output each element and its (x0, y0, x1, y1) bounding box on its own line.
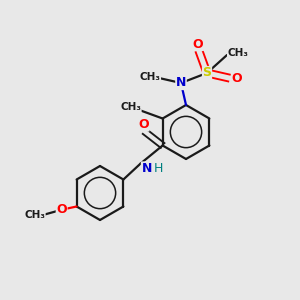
Text: CH₃: CH₃ (120, 103, 141, 112)
Text: S: S (202, 67, 211, 80)
Text: O: O (56, 203, 67, 216)
Text: H: H (154, 162, 163, 175)
Text: CH₃: CH₃ (140, 72, 160, 82)
Text: CH₃: CH₃ (227, 48, 248, 58)
Text: N: N (176, 76, 186, 89)
Text: O: O (193, 38, 203, 50)
Text: O: O (232, 71, 242, 85)
Text: O: O (138, 118, 149, 131)
Text: CH₃: CH₃ (24, 209, 45, 220)
Text: N: N (141, 162, 152, 175)
